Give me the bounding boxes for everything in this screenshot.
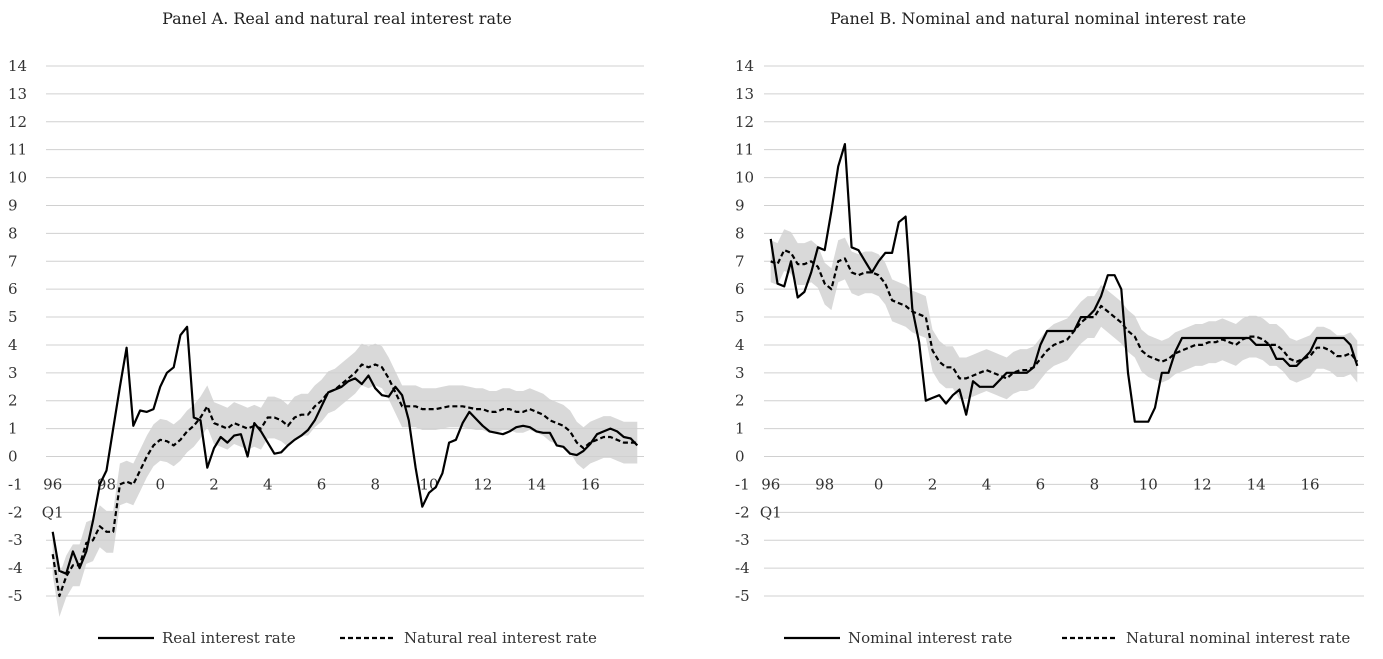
y-tick-label: 3 [735, 364, 745, 382]
y-tick-label: -3 [8, 531, 23, 549]
y-tick-label: -4 [8, 559, 23, 577]
y-tick-label: 14 [8, 57, 27, 75]
panel-b-legend: Nominal interest rate Natural nominal int… [784, 629, 1350, 647]
x-tick-label: 96 [43, 475, 62, 493]
x-tick-label: 14 [527, 475, 546, 493]
y-tick-label: 6 [8, 280, 18, 298]
y-tick-label: -3 [735, 531, 750, 549]
confidence-band [770, 229, 1358, 400]
x-tick-label: 14 [1247, 475, 1266, 493]
x-tick-label: 12 [473, 475, 492, 493]
y-tick-label: 4 [8, 336, 18, 354]
y-tick-label: 2 [8, 392, 18, 410]
confidence-band [52, 343, 638, 617]
y-tick-label: -1 [735, 475, 750, 493]
y-tick-label: 8 [8, 224, 18, 242]
y-tick-label: -5 [8, 587, 23, 605]
y-tick-label: 9 [735, 196, 745, 214]
x-tick-label: 98 [815, 475, 834, 493]
x-tick-label: 8 [370, 475, 380, 493]
y-tick-label: -4 [735, 559, 750, 577]
y-tick-label: 7 [8, 252, 18, 270]
y-tick-label: 10 [8, 169, 27, 187]
y-tick-label: 11 [8, 141, 27, 159]
y-tick-label: -1 [8, 475, 23, 493]
x-tick-label: 2 [209, 475, 219, 493]
x-tick-sublabel: Q1 [42, 503, 64, 521]
y-tick-label: 10 [735, 169, 754, 187]
y-tick-label: 14 [735, 57, 754, 75]
panel-a-chart: Panel A. Real and natural real interest … [0, 0, 691, 659]
y-tick-label: 11 [735, 141, 754, 159]
x-tick-label: 10 [419, 475, 438, 493]
panel-b-svg: Panel B. Nominal and natural nominal int… [735, 9, 1364, 647]
y-tick-label: 1 [735, 420, 745, 438]
x-tick-label: 10 [1139, 475, 1158, 493]
y-tick-label: 3 [8, 364, 18, 382]
legend-label: Real interest rate [162, 629, 296, 647]
y-tick-label: 7 [735, 252, 745, 270]
y-tick-label: 12 [8, 113, 27, 131]
y-tick-label: -2 [735, 503, 750, 521]
y-tick-label: 5 [735, 308, 745, 326]
x-tick-label: 6 [1036, 475, 1046, 493]
legend-label: Nominal interest rate [848, 629, 1012, 647]
panel-a-title: Panel A. Real and natural real interest … [162, 9, 512, 28]
x-tick-label: 96 [761, 475, 780, 493]
x-tick-label: 4 [263, 475, 273, 493]
y-tick-label: 12 [735, 113, 754, 131]
y-tick-label: 9 [8, 196, 18, 214]
y-tick-label: 2 [735, 392, 745, 410]
x-tick-label: 16 [581, 475, 600, 493]
panel-b-chart: Panel B. Nominal and natural nominal int… [692, 0, 1383, 659]
y-tick-label: 1 [8, 420, 18, 438]
y-tick-label: 0 [735, 448, 745, 466]
y-tick-label: 6 [735, 280, 745, 298]
y-tick-label: 4 [735, 336, 745, 354]
natural-rate-line [51, 363, 638, 598]
natural-rate-line [770, 249, 1359, 380]
y-tick-label: 13 [8, 85, 27, 103]
x-tick-label: 0 [874, 475, 884, 493]
x-tick-label: 2 [928, 475, 938, 493]
y-tick-label: 13 [735, 85, 754, 103]
y-tick-label: -2 [8, 503, 23, 521]
panel-a-svg: Panel A. Real and natural real interest … [8, 9, 644, 647]
panel-b-title: Panel B. Nominal and natural nominal int… [830, 9, 1246, 28]
rate-line [769, 143, 1359, 423]
x-tick-sublabel: Q1 [760, 503, 782, 521]
rate-line [51, 325, 639, 575]
x-tick-label: 6 [317, 475, 327, 493]
x-tick-label: 8 [1090, 475, 1100, 493]
y-tick-label: 8 [735, 224, 745, 242]
x-tick-label: 0 [155, 475, 165, 493]
panel-a-legend: Real interest rate Natural real interest … [98, 629, 597, 647]
y-tick-label: 5 [8, 308, 18, 326]
y-tick-label: 0 [8, 448, 18, 466]
x-tick-label: 16 [1301, 475, 1320, 493]
legend-label: Natural real interest rate [404, 629, 597, 647]
x-tick-label: 4 [982, 475, 992, 493]
legend-label: Natural nominal interest rate [1126, 629, 1350, 647]
x-tick-label: 12 [1193, 475, 1212, 493]
y-tick-label: -5 [735, 587, 750, 605]
